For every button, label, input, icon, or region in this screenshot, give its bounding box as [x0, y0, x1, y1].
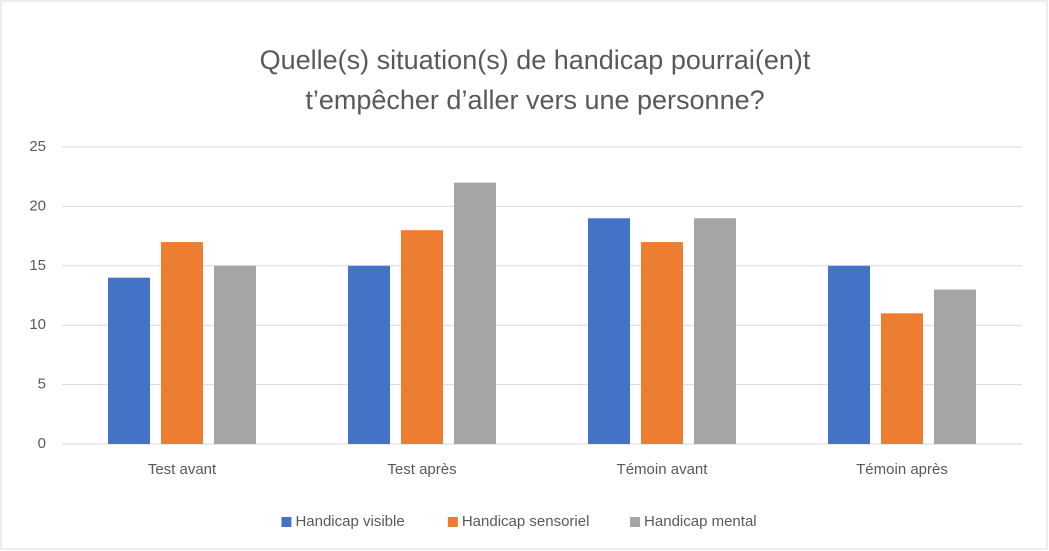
bar: [588, 218, 630, 444]
legend-label: Handicap sensoriel: [462, 513, 590, 530]
y-tick-label: 10: [29, 316, 46, 333]
legend-swatch: [630, 517, 641, 527]
y-tick-label: 5: [38, 376, 46, 393]
bar: [161, 242, 203, 444]
chart-title: Quelle(s) situation(s) de handicap pourr…: [260, 45, 811, 75]
x-tick-label: Test avant: [148, 461, 217, 478]
bar: [881, 313, 923, 444]
x-tick-label: Témoin après: [856, 461, 948, 478]
y-tick-label: 25: [29, 138, 46, 155]
bar: [214, 265, 256, 444]
legend-label: Handicap visible: [295, 513, 404, 530]
legend-swatch: [281, 517, 292, 527]
x-tick-label: Témoin avant: [617, 461, 709, 478]
bar: [828, 265, 870, 444]
bar: [108, 277, 150, 444]
y-tick-label: 15: [29, 257, 46, 274]
legend-label: Handicap mental: [644, 513, 757, 530]
bar: [401, 230, 443, 444]
bar: [934, 289, 976, 444]
x-tick-label: Test après: [387, 461, 456, 478]
bar: [694, 218, 736, 444]
legend-swatch: [447, 517, 458, 527]
y-tick-label: 20: [29, 197, 46, 214]
chart-title: t’empêcher d’aller vers une personne?: [305, 85, 764, 115]
bar: [454, 182, 496, 444]
bar: [348, 265, 390, 444]
y-tick-label: 0: [38, 435, 46, 452]
bar: [641, 242, 683, 444]
